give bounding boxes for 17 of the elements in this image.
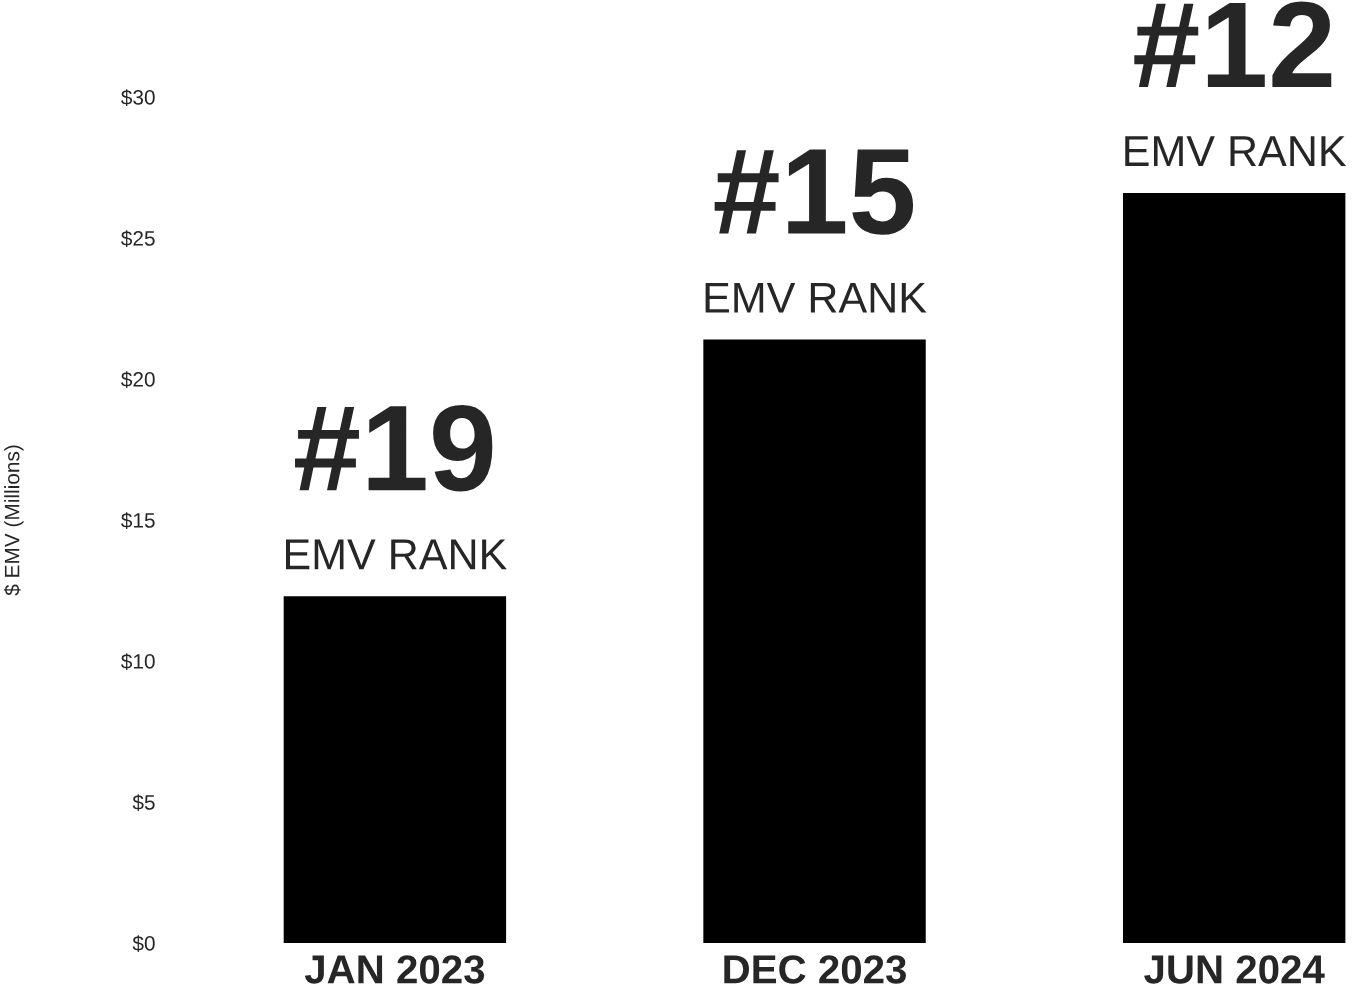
- annotation: #19 EMV RANK: [285, 404, 507, 570]
- bar: [283, 596, 507, 943]
- y-tick-label: $25: [121, 230, 155, 247]
- y-axis-title: $ EMV (Millions): [3, 445, 24, 596]
- x-tick-label: JUN 2024: [1144, 955, 1325, 984]
- annotation: #12 EMV RANK: [1125, 1, 1347, 166]
- y-tick-label: $30: [121, 89, 155, 106]
- y-tick-label: $15: [121, 512, 155, 529]
- bar: [1122, 192, 1346, 943]
- y-tick-label: $10: [121, 653, 155, 670]
- y-tick-label: $20: [121, 371, 155, 388]
- bar: [703, 339, 926, 943]
- y-tick-label: $5: [132, 794, 155, 811]
- x-tick-label: DEC 2023: [724, 955, 906, 984]
- annotation: #15 EMV RANK: [705, 149, 927, 313]
- y-tick-label: $0: [132, 935, 155, 952]
- x-tick-label: JAN 2023: [304, 955, 485, 984]
